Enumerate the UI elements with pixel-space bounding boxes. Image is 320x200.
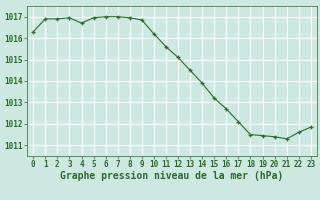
X-axis label: Graphe pression niveau de la mer (hPa): Graphe pression niveau de la mer (hPa)	[60, 171, 284, 181]
